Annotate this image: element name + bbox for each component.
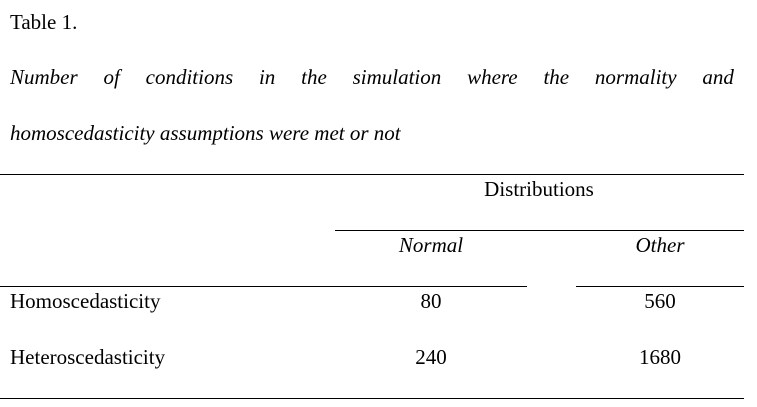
table-top-rule	[0, 174, 744, 175]
column-header-other: Other	[635, 233, 685, 257]
caption-word: the	[543, 65, 570, 89]
caption-word: of	[103, 65, 120, 89]
row-label-homoscedasticity: Homoscedasticity	[10, 289, 161, 313]
caption-word: the	[301, 65, 327, 89]
column-header-normal: Normal	[398, 233, 464, 257]
cell-heteroscedasticity-normal: 240	[415, 345, 447, 369]
cell-homoscedasticity-normal: 80	[420, 289, 442, 313]
table-caption-line-1: Number of conditions in the simulation w…	[10, 67, 734, 88]
row-label-heteroscedasticity: Heteroscedasticity	[10, 345, 166, 369]
header-rule-right	[576, 286, 744, 287]
table-number: Table 1.	[10, 10, 78, 34]
caption-word: normality	[594, 65, 677, 89]
caption-word: in	[258, 65, 276, 89]
spanner-rule	[335, 230, 744, 231]
caption-word: conditions	[145, 65, 234, 89]
table-bottom-rule	[0, 398, 744, 399]
caption-word: Number	[10, 65, 78, 89]
table-caption-line-2: homoscedasticity assumptions were met or…	[10, 121, 401, 145]
cell-homoscedasticity-other: 560	[644, 289, 676, 313]
caption-word: simulation	[352, 65, 442, 89]
distributions-spanner-header: Distributions	[484, 177, 594, 201]
caption-word: where	[467, 65, 518, 89]
caption-word: and	[702, 65, 734, 89]
header-rule-left	[0, 286, 527, 287]
cell-heteroscedasticity-other: 1680	[639, 345, 681, 369]
